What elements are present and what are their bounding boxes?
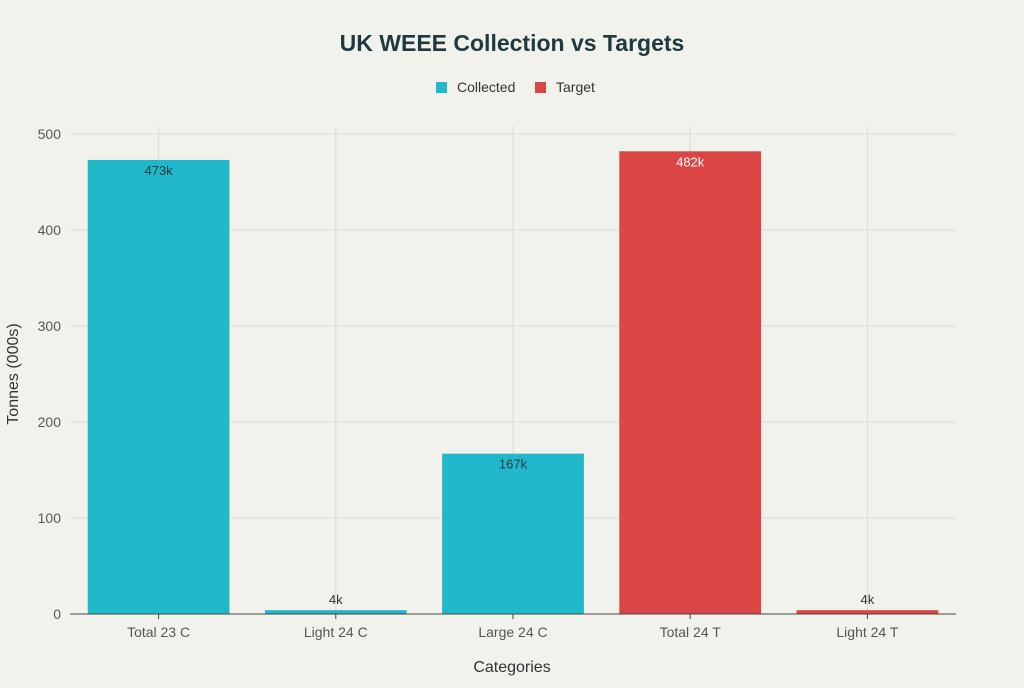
bar-value-label: 167k xyxy=(499,457,528,472)
bar-labels: 473k 4k 167k 482k 4k xyxy=(144,154,874,607)
x-tick-label: Light 24 T xyxy=(836,624,898,640)
bar-light-24-t xyxy=(796,610,939,614)
x-axis-ticks: Total 23 C Light 24 C Large 24 C Total 24 T… xyxy=(127,614,899,640)
legend-swatch-collected xyxy=(436,82,447,93)
legend: Collected Target xyxy=(436,79,595,95)
y-tick-label: 200 xyxy=(38,414,62,430)
bar-value-label: 4k xyxy=(861,592,875,607)
bar-large-24-c xyxy=(442,453,584,614)
bars xyxy=(87,151,939,615)
x-axis-label: Categories xyxy=(473,659,550,676)
legend-label-target: Target xyxy=(556,79,595,95)
bar-total-23-c xyxy=(87,159,230,615)
bar-light-24-c xyxy=(264,610,407,614)
y-tick-label: 300 xyxy=(38,318,62,334)
x-tick-label: Light 24 C xyxy=(304,624,368,640)
y-axis-label: Tonnes (000s) xyxy=(5,323,22,424)
bar-total-24-t xyxy=(619,151,762,614)
y-tick-label: 0 xyxy=(53,606,61,622)
bar-value-label: 473k xyxy=(144,163,173,178)
y-tick-label: 400 xyxy=(38,222,62,238)
x-tick-label: Large 24 C xyxy=(478,624,547,640)
legend-label-collected: Collected xyxy=(457,79,515,95)
chart-title: UK WEEE Collection vs Targets xyxy=(340,30,685,56)
x-tick-label: Total 23 C xyxy=(127,624,190,640)
y-tick-label: 100 xyxy=(38,510,62,526)
legend-swatch-target xyxy=(535,82,546,93)
bar-value-label: 4k xyxy=(329,592,343,607)
bar-value-label: 482k xyxy=(676,154,705,169)
x-tick-label: Total 24 T xyxy=(660,624,722,640)
y-axis-ticks: 0 100 200 300 400 500 xyxy=(38,126,62,622)
y-tick-label: 500 xyxy=(38,126,62,142)
